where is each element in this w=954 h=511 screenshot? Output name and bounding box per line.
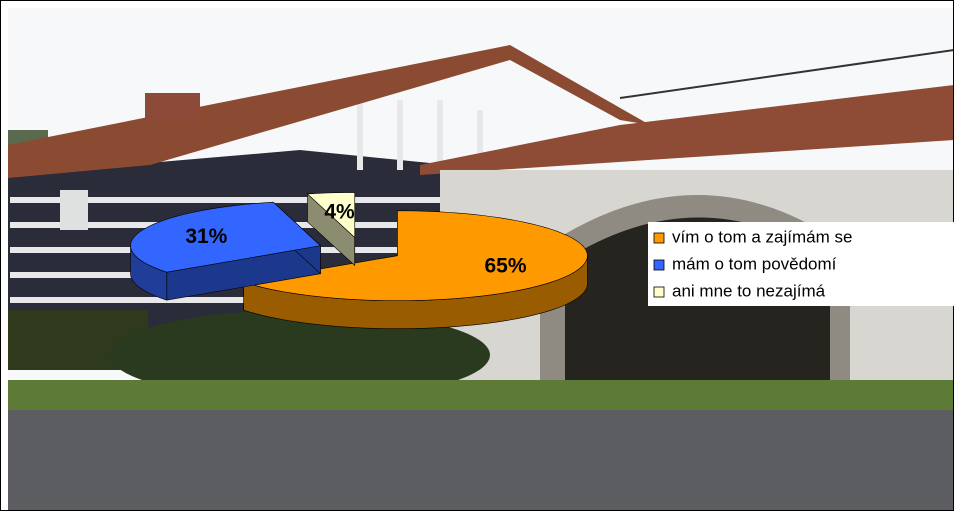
data-label: 4% xyxy=(324,200,355,223)
legend-label: vím o tom a zajímám se xyxy=(672,227,852,246)
legend-swatch xyxy=(653,259,665,271)
pie-slice xyxy=(130,201,322,301)
slice-top xyxy=(243,210,588,302)
legend: vím o tom a zajímám se mám o tom povědomí… xyxy=(653,227,852,300)
slice-top xyxy=(130,201,322,273)
legend-label: mám o tom povědomí xyxy=(672,254,837,273)
legend-box xyxy=(648,222,954,306)
slice-top xyxy=(306,192,356,239)
legend-swatch xyxy=(653,286,665,298)
legend-swatch xyxy=(653,232,665,244)
pie-slice xyxy=(243,210,588,330)
legend-label: ani mne to nezajímá xyxy=(672,281,826,300)
data-label: 65% xyxy=(484,255,526,278)
data-label: 31% xyxy=(185,225,227,248)
pie: 65% 31% 4% xyxy=(130,192,588,330)
pie-slice xyxy=(306,192,356,267)
